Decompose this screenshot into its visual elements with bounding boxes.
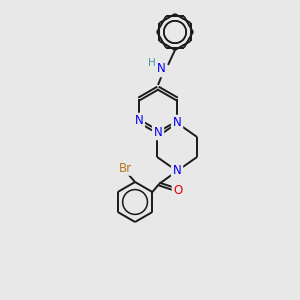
Text: Br: Br	[119, 162, 132, 175]
Text: N: N	[154, 125, 162, 139]
Text: O: O	[173, 184, 183, 196]
Text: N: N	[173, 164, 182, 178]
Text: N: N	[135, 115, 143, 128]
Text: N: N	[173, 116, 182, 130]
Text: H: H	[148, 58, 156, 68]
Text: N: N	[157, 62, 165, 76]
